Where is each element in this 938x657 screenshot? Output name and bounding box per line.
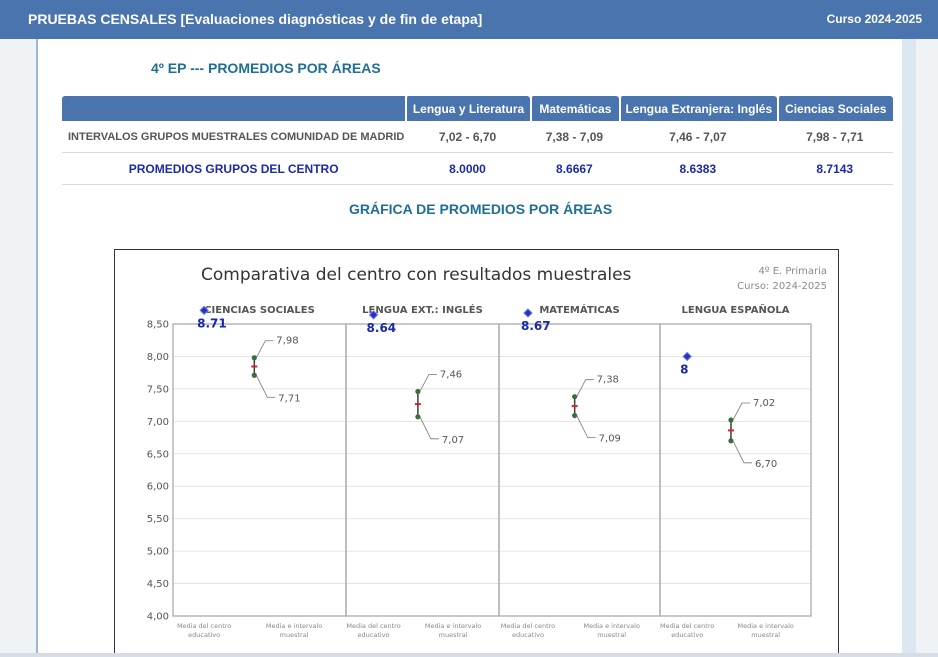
table-header-blank	[62, 96, 406, 121]
interval-high-leader	[255, 340, 274, 358]
x-category-label: Media e intervalo	[583, 622, 639, 630]
y-tick-label: 7,00	[147, 417, 169, 428]
right-gutter	[902, 39, 938, 657]
x-category-label: Media del centro	[501, 622, 555, 630]
x-category-label: educativo	[512, 631, 544, 639]
table-cell: 7,98 - 7,71	[776, 121, 893, 153]
table-row: PROMEDIOS GRUPOS DEL CENTRO 8.0000 8.666…	[62, 153, 893, 185]
interval-low-label: 7,09	[599, 433, 621, 444]
table-cell: 8.6667	[529, 153, 620, 185]
y-tick-label: 5,00	[147, 547, 169, 558]
centro-point	[368, 310, 379, 320]
x-category-label: Media del centro	[660, 622, 714, 630]
table-cell: 7,46 - 7,07	[619, 121, 777, 153]
table-cell: 7,38 - 7,09	[529, 121, 620, 153]
column-header: Matemáticas	[529, 96, 620, 121]
table-row: INTERVALOS GRUPOS MUESTRALES COMUNIDAD D…	[62, 121, 893, 153]
table-header-row: Lengua y Literatura Matemáticas Lengua E…	[62, 96, 893, 121]
interval-high-label: 7,02	[753, 398, 775, 409]
x-category-label: Media e intervalo	[737, 622, 793, 630]
comparison-chart: Comparativa del centro con resultados mu…	[147, 265, 827, 639]
column-header: Ciencias Sociales	[776, 96, 893, 121]
interval-low-point	[415, 414, 421, 420]
centro-value-label: 8.71	[197, 316, 227, 330]
interval-low-label: 7,71	[278, 393, 300, 404]
interval-high-leader	[732, 402, 750, 421]
x-category-label: educativo	[671, 631, 703, 639]
areas-table: Lengua y Literatura Matemáticas Lengua E…	[62, 96, 893, 185]
page-header: PRUEBAS CENSALES [Evaluaciones diagnósti…	[0, 0, 938, 39]
interval-high-point	[728, 417, 734, 423]
section-title: 4º EP --- PROMEDIOS POR ÁREAS	[151, 60, 381, 76]
table-cell: 8.7143	[776, 153, 893, 185]
chart-panel	[498, 323, 661, 617]
y-tick-label: 4,50	[147, 579, 169, 590]
chart-subtitle: Curso: 2024-2025	[737, 281, 827, 292]
panel-title: LENGUA EXT.: INGLÉS	[362, 303, 483, 316]
x-category-label: educativo	[188, 631, 220, 639]
table-cell: 8.6383	[619, 153, 777, 185]
column-header: Lengua Extranjera: Inglés	[619, 96, 777, 121]
interval-high-leader	[419, 374, 437, 392]
interval-low-point	[251, 372, 257, 378]
interval-low-label: 6,70	[755, 459, 777, 470]
centro-value-label: 8.64	[367, 321, 397, 335]
x-category-label: educativo	[358, 631, 390, 639]
chart-container: Comparativa del centro con resultados mu…	[114, 249, 839, 654]
interval-high-leader	[576, 379, 594, 397]
chart-title: Comparativa del centro con resultados mu…	[201, 265, 632, 285]
header-title: PRUEBAS CENSALES [Evaluaciones diagnósti…	[28, 11, 483, 27]
interval-low-leader	[732, 440, 752, 464]
interval-low-point	[728, 438, 734, 444]
chart-panel	[345, 323, 500, 617]
y-tick-label: 8,50	[147, 320, 169, 331]
x-category-label: Media del centro	[177, 622, 231, 630]
y-tick-label: 8,00	[147, 352, 169, 363]
x-category-label: muestral	[597, 631, 626, 639]
row-label: INTERVALOS GRUPOS MUESTRALES COMUNIDAD D…	[62, 121, 406, 153]
table-cell: 7,02 - 6,70	[405, 121, 530, 153]
interval-high-label: 7,38	[597, 375, 619, 386]
panel-title: MATEMÁTICAS	[539, 303, 619, 316]
interval-high-point	[415, 388, 421, 395]
x-category-label: Media e intervalo	[425, 622, 481, 630]
x-category-label: muestral	[751, 631, 780, 639]
header-course: Curso 2024-2025	[826, 12, 922, 26]
interval-low-leader	[419, 416, 439, 440]
centro-point	[682, 351, 692, 362]
chart-panel	[172, 323, 347, 617]
row-label: PROMEDIOS GRUPOS DEL CENTRO	[62, 153, 406, 185]
interval-high-label: 7,98	[276, 336, 298, 347]
chart-subtitle: 4º E. Primaria	[758, 266, 827, 277]
x-category-label: muestral	[280, 631, 309, 639]
table-cell: 8.0000	[405, 153, 530, 185]
x-category-label: Media e intervalo	[266, 622, 322, 630]
x-category-label: muestral	[439, 631, 468, 639]
y-tick-label: 6,50	[147, 449, 169, 460]
y-tick-label: 5,50	[147, 514, 169, 525]
chart-section-title: GRÁFICA DE PROMEDIOS POR ÁREAS	[349, 201, 613, 217]
left-gutter	[0, 39, 38, 657]
bottom-scroll-bar	[0, 653, 938, 657]
column-header: Lengua y Literatura	[405, 96, 530, 121]
centro-value-label: 8.67	[521, 319, 551, 333]
y-tick-label: 6,00	[147, 482, 169, 493]
centro-point	[199, 305, 209, 316]
interval-low-leader	[576, 415, 596, 438]
y-tick-label: 7,50	[147, 384, 169, 395]
panel-title: CIENCIAS SOCIALES	[204, 305, 315, 316]
interval-high-point	[572, 394, 578, 400]
centro-value-label: 8	[680, 362, 688, 376]
interval-high-label: 7,46	[440, 369, 462, 380]
panel-title: LENGUA ESPAÑOLA	[682, 303, 790, 316]
interval-low-leader	[255, 375, 276, 398]
interval-high-point	[251, 355, 257, 361]
y-tick-label: 4,00	[147, 612, 169, 623]
interval-low-point	[572, 412, 578, 419]
centro-point	[523, 308, 533, 318]
x-category-label: Media del centro	[346, 622, 400, 630]
interval-low-label: 7,07	[442, 435, 464, 446]
chart-panel	[659, 323, 812, 617]
